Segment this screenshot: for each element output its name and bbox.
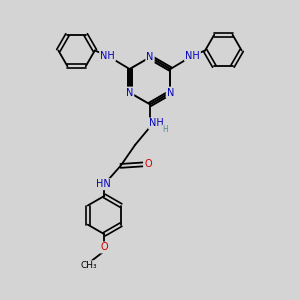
Text: CH₃: CH₃	[81, 261, 98, 270]
Text: NH: NH	[149, 118, 164, 128]
Text: N: N	[167, 88, 174, 98]
Text: H: H	[162, 125, 168, 134]
Text: NH: NH	[100, 51, 115, 61]
Text: O: O	[100, 242, 108, 253]
Text: NH: NH	[185, 51, 200, 61]
Text: O: O	[144, 159, 152, 170]
Text: N: N	[126, 88, 133, 98]
Text: HN: HN	[95, 179, 110, 189]
Text: N: N	[146, 52, 154, 62]
